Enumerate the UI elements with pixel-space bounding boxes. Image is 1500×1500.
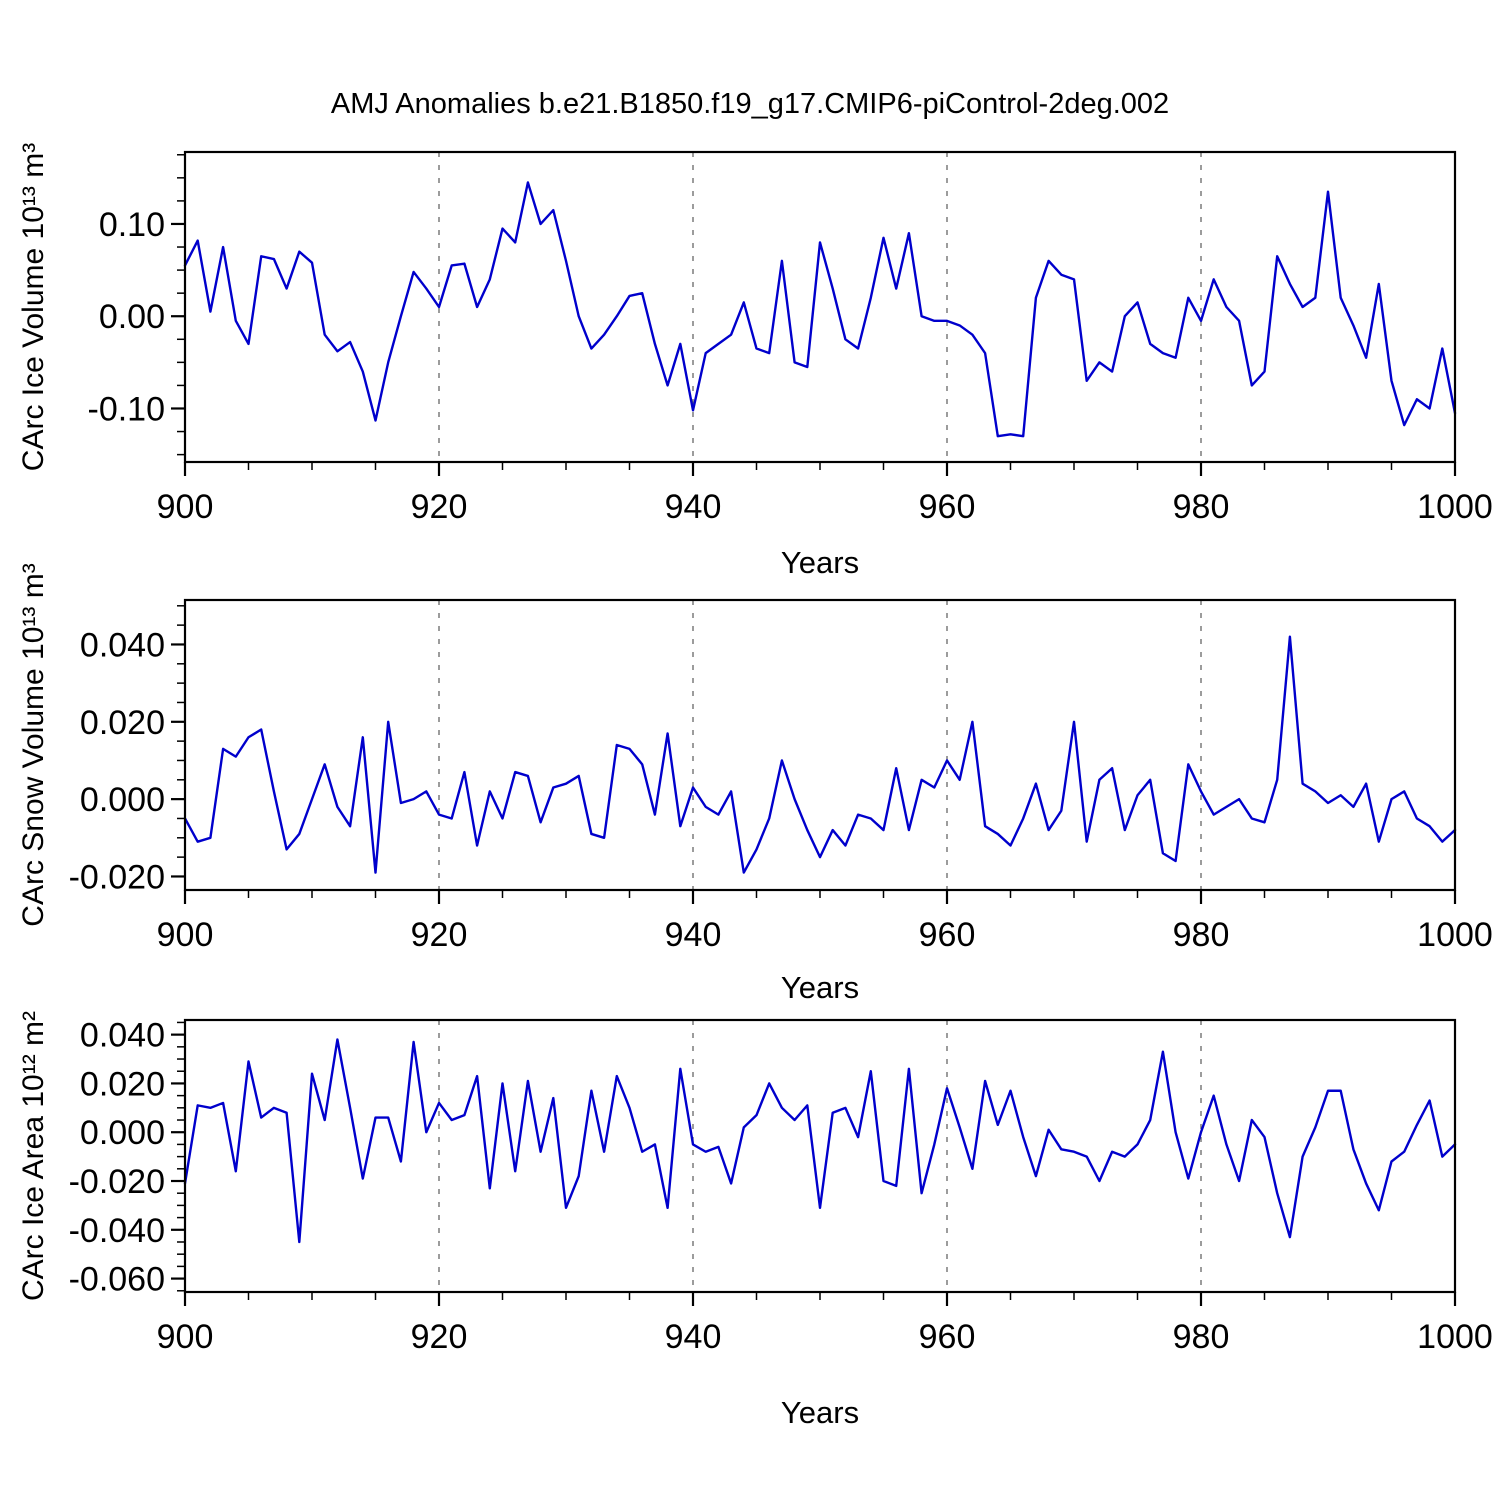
x-tick-label: 1000	[1417, 1318, 1493, 1356]
y-tick-label: -0.020	[69, 858, 165, 896]
y-tick-label: 0.10	[99, 206, 165, 244]
x-tick-label: 960	[919, 916, 976, 954]
y-tick-label: 0.040	[80, 626, 165, 664]
x-tick-label: 900	[157, 916, 214, 954]
x-tick-label: 980	[1173, 488, 1230, 526]
x-tick-label: 980	[1173, 916, 1230, 954]
y-tick-label: 0.020	[80, 704, 165, 742]
series-line	[183, 635, 1457, 874]
x-axis-label-years-panel1: Years	[780, 545, 860, 580]
y-tick-label: 0.000	[80, 1114, 165, 1152]
y-tick-label: 0.000	[80, 781, 165, 819]
y-tick-label: -0.10	[88, 390, 166, 428]
plot-frame	[183, 598, 1457, 892]
y-axis-label-snow-volume: CArc Snow Volume 10¹³ m³	[17, 563, 50, 927]
y-tick-label: 0.040	[80, 1017, 165, 1055]
x-tick-label: 1000	[1417, 916, 1493, 954]
x-tick-label: 1000	[1417, 488, 1493, 526]
y-axis-label-ice-area: CArc Ice Area 10¹² m²	[17, 1010, 50, 1302]
x-tick-label: 920	[411, 916, 468, 954]
x-tick-label: 940	[665, 916, 722, 954]
y-axis-label-ice-volume: CArc Ice Volume 10¹³ m³	[17, 142, 50, 472]
x-tick-label: 900	[157, 488, 214, 526]
y-tick-label: -0.040	[69, 1212, 165, 1250]
x-tick-label: 940	[665, 1318, 722, 1356]
series-line	[183, 181, 1457, 438]
chart-title: AMJ Anomalies b.e21.B1850.f19_g17.CMIP6-…	[330, 88, 1170, 120]
y-tick-label: 0.020	[80, 1065, 165, 1103]
x-axis-label-years-panel3: Years	[780, 1395, 860, 1430]
x-tick-label: 900	[157, 1318, 214, 1356]
y-tick-label: -0.020	[69, 1163, 165, 1201]
x-tick-label: 940	[665, 488, 722, 526]
x-tick-label: 960	[919, 488, 976, 526]
x-tick-label: 980	[1173, 1318, 1230, 1356]
y-tick-label: 0.00	[99, 298, 165, 336]
x-tick-label: 920	[411, 488, 468, 526]
x-tick-label: 960	[919, 1318, 976, 1356]
y-tick-label: -0.060	[69, 1261, 165, 1299]
x-tick-label: 920	[411, 1318, 468, 1356]
x-axis-label-years-panel2: Years	[780, 970, 860, 1005]
plot-frame	[183, 1018, 1457, 1294]
series-line	[183, 1038, 1457, 1244]
